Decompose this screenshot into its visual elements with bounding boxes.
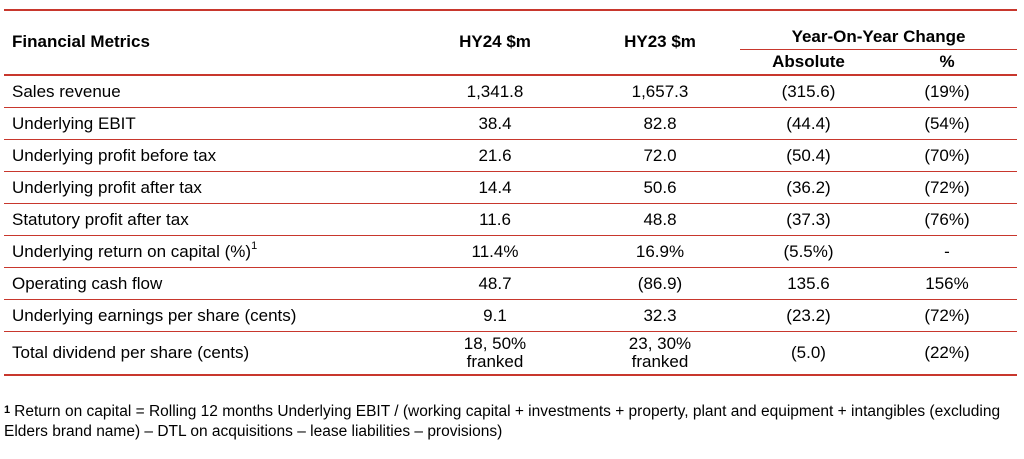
cell-absolute: (37.3) — [740, 203, 877, 236]
header-hy23: HY23 $m — [580, 9, 740, 75]
cell-hy24: 38.4 — [410, 107, 580, 140]
table-row: Underlying profit after tax 14.4 50.6 (3… — [4, 171, 1017, 204]
header-financial-metrics: Financial Metrics — [4, 9, 410, 75]
financial-metrics-table-container: Financial Metrics HY24 $m HY23 $m Year-O… — [4, 9, 1017, 376]
cell-hy23: 1,657.3 — [580, 75, 740, 108]
footnote-number: 1 — [4, 404, 11, 416]
header-percent: % — [877, 49, 1017, 75]
cell-hy23: 16.9% — [580, 235, 740, 268]
row-label: Total dividend per share (cents) — [4, 331, 410, 376]
row-label: Underlying profit before tax — [4, 139, 410, 172]
cell-hy24: 21.6 — [410, 139, 580, 172]
footnote: 1 Return on capital = Rolling 12 months U… — [4, 402, 1014, 442]
cell-percent: (72%) — [877, 171, 1017, 204]
cell-hy23: 82.8 — [580, 107, 740, 140]
cell-hy24: 14.4 — [410, 171, 580, 204]
header-hy24: HY24 $m — [410, 9, 580, 75]
row-label: Underlying return on capital (%)1 — [4, 235, 410, 268]
row-label: Operating cash flow — [4, 267, 410, 300]
row-label-text: Underlying return on capital (%) — [12, 241, 252, 261]
cell-hy24: 11.6 — [410, 203, 580, 236]
cell-hy23: 32.3 — [580, 299, 740, 332]
footnote-marker: 1 — [251, 239, 258, 252]
row-label: Statutory profit after tax — [4, 203, 410, 236]
table-row: Operating cash flow 48.7 (86.9) 135.6 15… — [4, 267, 1017, 300]
cell-hy24: 1,341.8 — [410, 75, 580, 108]
cell-percent: (22%) — [877, 331, 1017, 376]
cell-percent: (76%) — [877, 203, 1017, 236]
cell-percent: - — [877, 235, 1017, 268]
table-row: Underlying return on capital (%)1 11.4% … — [4, 235, 1017, 268]
cell-hy23: 23, 30% franked — [580, 331, 740, 376]
cell-absolute: (44.4) — [740, 107, 877, 140]
cell-hy23: 72.0 — [580, 139, 740, 172]
cell-absolute: 135.6 — [740, 267, 877, 300]
table-row: Underlying earnings per share (cents) 9.… — [4, 299, 1017, 332]
table-row: Sales revenue 1,341.8 1,657.3 (315.6) (1… — [4, 75, 1017, 108]
row-label: Underlying profit after tax — [4, 171, 410, 204]
table-row: Total dividend per share (cents) 18, 50%… — [4, 331, 1017, 376]
cell-hy23-line2: franked — [631, 352, 689, 371]
cell-absolute: (315.6) — [740, 75, 877, 108]
cell-percent: 156% — [877, 267, 1017, 300]
cell-absolute: (5.0) — [740, 331, 877, 376]
row-label: Sales revenue — [4, 75, 410, 108]
row-label: Underlying earnings per share (cents) — [4, 299, 410, 332]
footnote-text: Return on capital = Rolling 12 months Un… — [4, 403, 1001, 440]
cell-absolute: (5.5%) — [740, 235, 877, 268]
header-year-on-year-change: Year-On-Year Change — [740, 9, 1017, 50]
cell-hy24-line1: 18, 50% — [463, 334, 527, 353]
cell-hy23: (86.9) — [580, 267, 740, 300]
cell-hy23-line1: 23, 30% — [628, 334, 692, 353]
cell-hy24-line2: franked — [466, 352, 524, 371]
cell-absolute: (23.2) — [740, 299, 877, 332]
cell-percent: (54%) — [877, 107, 1017, 140]
cell-absolute: (50.4) — [740, 139, 877, 172]
table-row: Statutory profit after tax 11.6 48.8 (37… — [4, 203, 1017, 236]
cell-percent: (72%) — [877, 299, 1017, 332]
table-row: Underlying EBIT 38.4 82.8 (44.4) (54%) — [4, 107, 1017, 140]
table-row: Underlying profit before tax 21.6 72.0 (… — [4, 139, 1017, 172]
cell-percent: (70%) — [877, 139, 1017, 172]
header-absolute: Absolute — [740, 49, 877, 75]
cell-hy24: 11.4% — [410, 235, 580, 268]
cell-hy24: 9.1 — [410, 299, 580, 332]
cell-hy23: 48.8 — [580, 203, 740, 236]
cell-hy24: 18, 50% franked — [410, 331, 580, 376]
financial-metrics-table: Financial Metrics HY24 $m HY23 $m Year-O… — [4, 9, 1017, 376]
cell-hy23: 50.6 — [580, 171, 740, 204]
cell-percent: (19%) — [877, 75, 1017, 108]
cell-absolute: (36.2) — [740, 171, 877, 204]
cell-hy24: 48.7 — [410, 267, 580, 300]
row-label: Underlying EBIT — [4, 107, 410, 140]
